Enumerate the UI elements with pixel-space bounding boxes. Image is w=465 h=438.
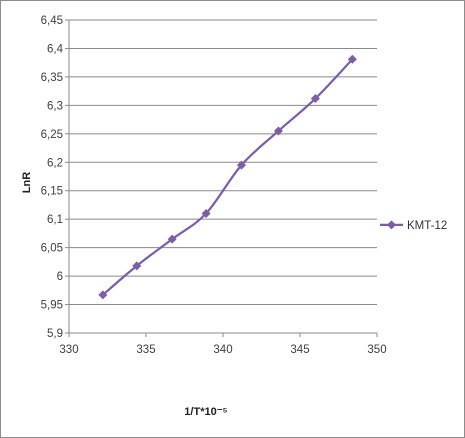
data-point-marker — [167, 234, 177, 244]
y-tick-label: 6 — [57, 271, 63, 283]
axes — [65, 19, 378, 337]
data-point-marker — [98, 290, 108, 300]
y-tick-label: 6,3 — [47, 100, 63, 112]
x-tick-label: 350 — [367, 344, 386, 356]
y-axis-label: LnR — [21, 172, 33, 193]
y-tick-label: 6,1 — [47, 214, 63, 226]
data-point-marker — [132, 261, 142, 271]
data-point-marker — [310, 94, 320, 104]
x-tick-labels: 330 335 340 345 350 — [59, 344, 386, 356]
y-tick-label: 6,35 — [41, 72, 63, 84]
legend-label: KMT-12 — [407, 220, 447, 232]
y-tick-labels: 5,9 5,95 6 6,05 6,1 6,15 6,2 6,25 6,3 6,35 6,4 6,45 — [41, 15, 64, 340]
x-tick-label: 345 — [290, 344, 309, 356]
data-point-marker — [273, 126, 283, 136]
y-tick-label: 6,15 — [41, 186, 63, 198]
x-tick-label: 335 — [136, 344, 155, 356]
y-tick-label: 6,2 — [47, 157, 63, 169]
data-point-marker — [347, 54, 357, 64]
y-tick-label: 5,95 — [41, 300, 63, 312]
series-line — [102, 58, 354, 296]
y-tick-label: 6,25 — [41, 129, 63, 141]
gridlines — [69, 19, 377, 306]
y-tick-label: 6,05 — [41, 243, 63, 255]
x-tick-label: 330 — [59, 344, 78, 356]
x-tick-label: 340 — [213, 344, 232, 356]
x-axis-label: 1/T*10⁻⁵ — [184, 406, 227, 418]
legend: KMT-12 — [380, 220, 447, 232]
y-tick-label: 6,4 — [47, 43, 64, 55]
legend-marker-swatch — [387, 220, 396, 230]
series-group — [98, 54, 357, 300]
data-point-marker — [236, 160, 246, 170]
data-point-marker — [201, 208, 211, 218]
y-tick-label: 5,9 — [47, 328, 63, 340]
y-tick-label: 6,45 — [41, 15, 63, 27]
